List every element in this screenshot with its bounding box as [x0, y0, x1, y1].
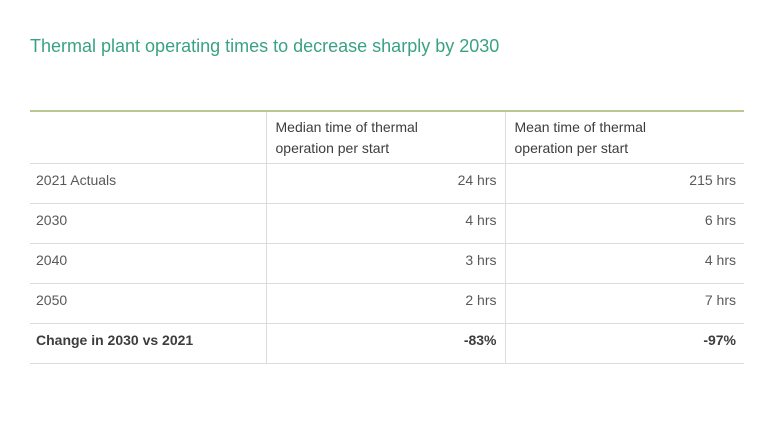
mean-value: -97%	[504, 323, 744, 364]
mean-value: 215 hrs	[504, 163, 744, 204]
header-mean-line1: Mean time of thermal	[514, 119, 647, 135]
median-value: -83%	[265, 323, 505, 364]
median-value: 2 hrs	[265, 283, 505, 324]
row-label: 2050	[30, 283, 266, 324]
header-median-line2: operation per start	[275, 140, 390, 156]
table-row-change-summary: Change in 2030 vs 2021 -83% -97%	[30, 323, 744, 364]
header-median-line1: Median time of thermal	[275, 119, 418, 135]
header-median-column: Median time of thermal operation per sta…	[265, 110, 505, 164]
table-row-2030: 2030 4 hrs 6 hrs	[30, 203, 744, 244]
mean-value: 7 hrs	[504, 283, 744, 324]
table-header-row: Median time of thermal operation per sta…	[30, 110, 744, 164]
row-label: Change in 2030 vs 2021	[30, 323, 266, 364]
mean-value: 6 hrs	[504, 203, 744, 244]
row-label: 2030	[30, 203, 266, 244]
median-value: 4 hrs	[265, 203, 505, 244]
row-label: 2040	[30, 243, 266, 284]
table-row-2050: 2050 2 hrs 7 hrs	[30, 283, 744, 324]
median-value: 3 hrs	[265, 243, 505, 284]
table-row-2040: 2040 3 hrs 4 hrs	[30, 243, 744, 284]
row-label: 2021 Actuals	[30, 163, 266, 204]
median-value: 24 hrs	[265, 163, 505, 204]
table-row-2021-actuals: 2021 Actuals 24 hrs 215 hrs	[30, 163, 744, 204]
mean-value: 4 hrs	[504, 243, 744, 284]
header-empty-cell	[30, 110, 266, 164]
page-title: Thermal plant operating times to decreas…	[30, 36, 500, 56]
header-mean-column: Mean time of thermal operation per start	[504, 110, 744, 164]
data-table: Median time of thermal operation per sta…	[30, 110, 744, 364]
header-mean-line2: operation per start	[514, 140, 629, 156]
